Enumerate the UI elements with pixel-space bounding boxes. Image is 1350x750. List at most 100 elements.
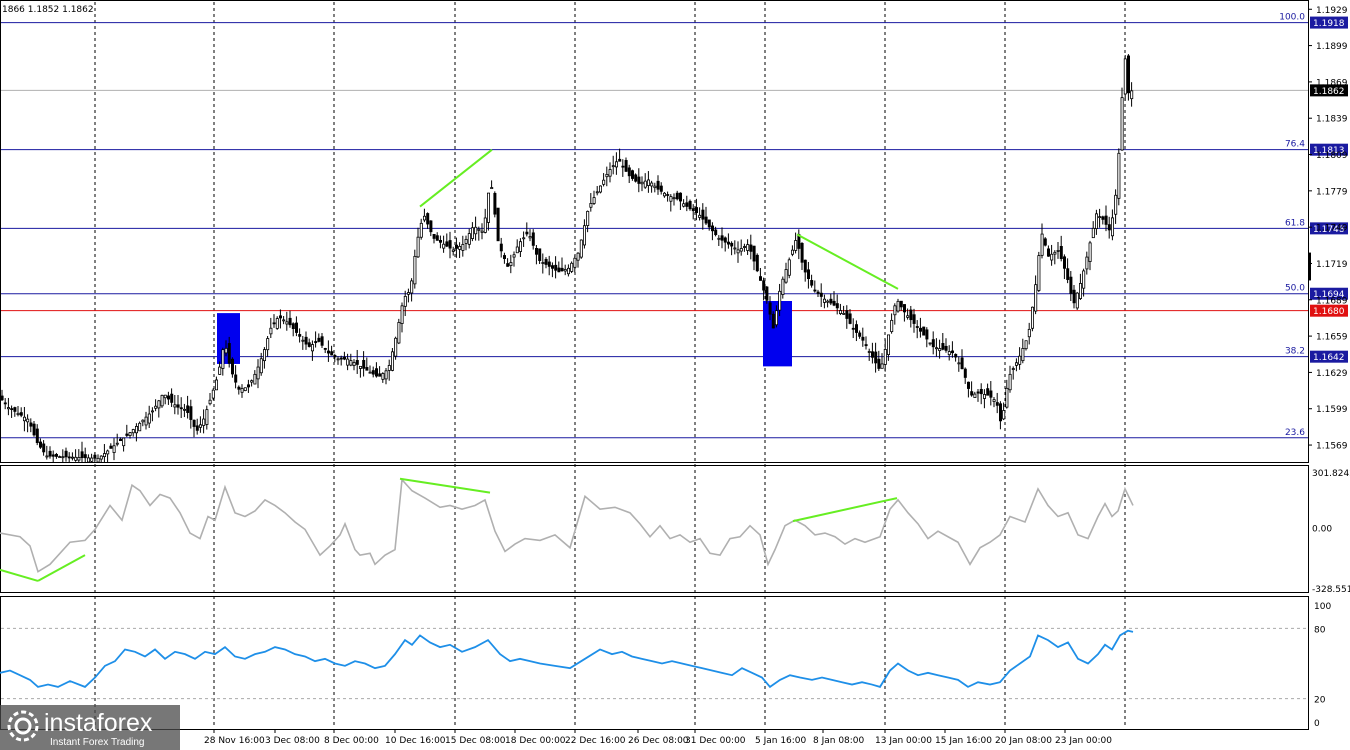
candle-body <box>1043 238 1047 246</box>
candle-body <box>250 380 254 383</box>
candle-body <box>813 289 817 292</box>
candle-body <box>365 367 369 371</box>
candle-body <box>896 300 900 312</box>
candle-body <box>688 200 692 210</box>
rsi-tick-label: 80 <box>1314 625 1326 635</box>
candle-body <box>640 181 644 185</box>
candle-body <box>371 370 375 375</box>
candle-body <box>0 395 4 401</box>
candle-body <box>832 300 836 306</box>
candle-body <box>499 243 503 252</box>
candle-body <box>560 267 564 272</box>
candle-body <box>855 324 859 333</box>
candle-body <box>435 235 439 241</box>
candle-body <box>509 262 513 267</box>
candle-body <box>192 419 196 427</box>
candle-body <box>1091 227 1095 239</box>
candle-body <box>723 237 727 243</box>
candle-body <box>202 418 206 426</box>
candle-body <box>10 408 14 411</box>
candle-body <box>77 457 81 461</box>
candle-body <box>416 236 420 258</box>
rsi-tick-label: 20 <box>1314 696 1326 706</box>
price-tick-label: 1.1689 <box>1316 296 1348 306</box>
candle-body <box>749 244 753 252</box>
candle-body <box>400 305 404 324</box>
candle-body <box>336 358 340 361</box>
candle-body <box>551 265 555 269</box>
candle-body <box>314 341 318 344</box>
candle-body <box>134 426 138 434</box>
candle-body <box>477 228 481 231</box>
candle-body <box>707 219 711 228</box>
candle-body <box>768 302 772 315</box>
candle-body <box>861 336 865 341</box>
price-axis-marker <box>1309 252 1311 281</box>
candle-body <box>1034 284 1038 312</box>
candle-body <box>506 263 510 267</box>
candle-body <box>67 456 71 459</box>
cci-tick-label: 301.8242 <box>1312 469 1350 479</box>
candle-body <box>1082 270 1086 289</box>
candle-body <box>1031 306 1035 329</box>
candle-body <box>13 407 17 412</box>
candle-body <box>887 334 891 355</box>
price-axis: 1.1929 1.1899 1.1869 1.1839 1.1809 1.1779 1.17… <box>1308 6 1348 452</box>
candle-body <box>310 344 314 352</box>
candle-body <box>166 395 170 400</box>
candle-body <box>1018 355 1022 365</box>
candle-body <box>19 412 23 416</box>
candle-body <box>451 249 455 252</box>
candle-body <box>464 238 468 244</box>
candle-body <box>208 399 212 405</box>
time-tick-label: 5 Jan 16:00 <box>755 736 807 746</box>
time-tick-label: 3 Dec 08:00 <box>265 736 320 746</box>
candle-body <box>227 343 231 364</box>
candle-body <box>378 373 382 377</box>
candle-body <box>496 207 500 242</box>
price-tick-label: 1.1809 <box>1316 151 1348 161</box>
time-tick-label: 26 Dec 08:00 <box>628 736 689 746</box>
current-price-tag: 1.1862 <box>1313 87 1345 97</box>
candle-body <box>1072 289 1076 304</box>
candle-body <box>1127 55 1131 94</box>
candle-body <box>198 424 202 428</box>
candle-body <box>64 450 68 458</box>
candle-body <box>42 443 46 453</box>
cci-indicator: 301.8242 0.00 -328.5518 <box>0 469 1350 595</box>
price-tick-label: 1.1719 <box>1316 260 1348 270</box>
candle-body <box>903 304 907 313</box>
candle-body <box>61 456 65 459</box>
candle-body <box>1111 217 1115 237</box>
candle-body <box>461 244 465 251</box>
price-tag-box <box>1310 222 1348 235</box>
time-tick-label: 20 Jan 08:00 <box>995 736 1052 746</box>
time-tick-label: 23 Jan 00:00 <box>1055 736 1112 746</box>
candle-body <box>759 276 763 281</box>
candle-body <box>266 338 270 351</box>
candle-body <box>45 455 49 458</box>
candle-body <box>589 203 593 208</box>
candle-body <box>387 364 391 371</box>
candle-body <box>323 348 327 350</box>
candle-body <box>291 323 295 330</box>
candlesticks <box>0 54 1134 463</box>
candle-body <box>915 326 919 328</box>
candle-body <box>912 314 916 324</box>
candle-body <box>621 165 625 168</box>
candle-body <box>909 309 913 321</box>
candle-body <box>685 202 689 207</box>
candle-body <box>1059 246 1063 260</box>
candle-body <box>16 412 20 416</box>
candle-body <box>141 419 145 423</box>
candle-body <box>647 179 651 186</box>
candle-body <box>1024 340 1028 350</box>
candle-body <box>349 360 353 366</box>
time-tick-label: 31 Dec 00:00 <box>685 736 746 746</box>
vertical-grid <box>94 2 1126 728</box>
price-divergence-line <box>796 233 899 290</box>
candle-body <box>87 457 91 463</box>
candle-body <box>650 182 654 187</box>
rsi-tick-label: 0 <box>1314 719 1320 729</box>
